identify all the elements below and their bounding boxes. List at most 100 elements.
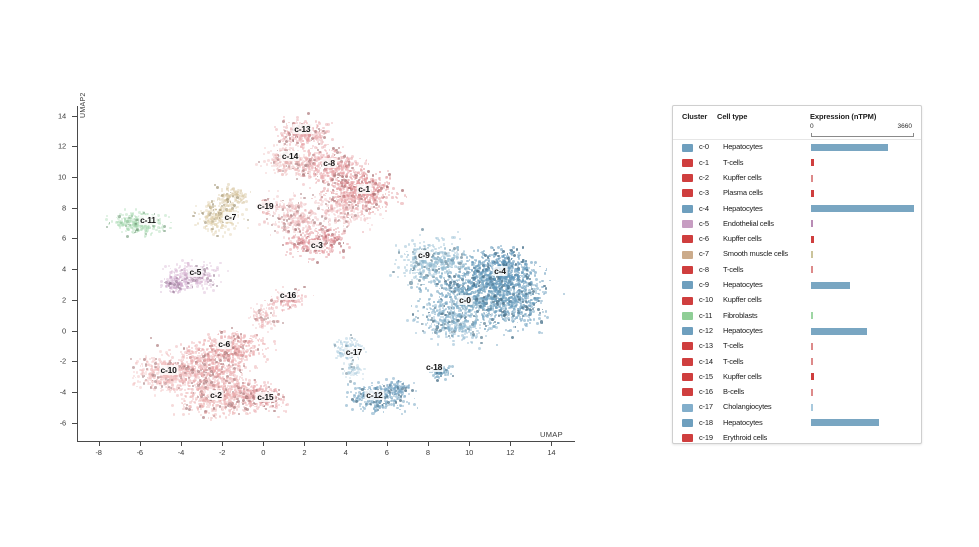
- scatter-point: [491, 290, 494, 293]
- scatter-point: [480, 341, 483, 345]
- scatter-point: [450, 364, 455, 368]
- scatter-point: [419, 289, 422, 292]
- scatter-point: [411, 313, 415, 316]
- scatter-point: [273, 339, 277, 343]
- scatter-point: [403, 395, 406, 398]
- scatter-point: [428, 299, 430, 302]
- scatter-point: [417, 309, 420, 313]
- scatter-point: [426, 307, 428, 310]
- scatter-point: [484, 290, 486, 292]
- scatter-point: [436, 282, 439, 286]
- scatter-point: [439, 275, 443, 279]
- scatter-point: [488, 296, 492, 299]
- scatter-point: [416, 316, 420, 319]
- scatter-point: [468, 279, 471, 282]
- scatter-point: [278, 389, 281, 392]
- scatter-point: [487, 329, 490, 332]
- scatter-point: [441, 303, 444, 306]
- scatter-point: [232, 394, 236, 397]
- scatter-point: [538, 292, 541, 295]
- scatter-point: [401, 413, 404, 416]
- scatter-point: [256, 348, 260, 351]
- scatter-point: [436, 378, 440, 382]
- scatter-point: [497, 283, 501, 287]
- scatter-point: [392, 392, 395, 395]
- scatter-point: [407, 243, 411, 246]
- scatter-point: [489, 274, 492, 278]
- scatter-point: [223, 389, 226, 392]
- scatter-point: [499, 248, 503, 252]
- scatter-point: [479, 297, 482, 299]
- scatter-point: [214, 378, 216, 381]
- scatter-point: [467, 285, 469, 288]
- scatter-point: [517, 278, 519, 280]
- scatter-point: [253, 353, 256, 356]
- scatter-point: [529, 321, 531, 324]
- scatter-point: [467, 304, 470, 308]
- scatter-point: [440, 284, 443, 287]
- scatter-point: [431, 311, 434, 314]
- scatter-point: [235, 377, 239, 381]
- scatter-point: [482, 316, 485, 318]
- scatter-point: [203, 359, 207, 363]
- scatter-point: [384, 389, 387, 392]
- scatter-point: [527, 266, 531, 270]
- scatter-point: [187, 412, 190, 415]
- scatter-point: [169, 352, 172, 355]
- scatter-point: [435, 276, 439, 280]
- scatter-point: [349, 380, 352, 383]
- scatter-point: [223, 359, 226, 362]
- scatter-point: [444, 293, 448, 297]
- scatter-plot-area: [78, 108, 572, 438]
- scatter-point: [448, 289, 451, 292]
- scatter-point: [465, 270, 469, 274]
- scatter-point: [451, 316, 454, 319]
- scatter-point: [197, 388, 200, 391]
- scatter-point: [485, 280, 489, 284]
- scatter-point: [506, 316, 510, 320]
- scatter-point: [491, 279, 495, 283]
- scatter-point: [502, 279, 505, 283]
- scatter-point: [428, 297, 431, 301]
- scatter-point: [171, 403, 175, 407]
- scatter-point: [468, 315, 472, 319]
- scatter-point: [424, 323, 428, 327]
- scatter-point: [196, 373, 198, 375]
- scatter-point: [437, 301, 439, 303]
- scatter-point: [481, 276, 483, 279]
- scatter-point: [474, 315, 476, 318]
- scatter-point: [520, 286, 522, 288]
- scatter-point: [543, 271, 547, 275]
- scatter-point: [496, 303, 499, 306]
- scatter-point: [439, 301, 443, 305]
- scatter-point: [209, 370, 213, 374]
- scatter-point: [485, 330, 488, 333]
- scatter-point: [481, 284, 485, 287]
- scatter-point: [201, 416, 205, 420]
- scatter-point: [475, 265, 479, 269]
- scatter-point: [484, 270, 488, 273]
- scatter-point: [538, 313, 541, 317]
- scatter-point: [190, 359, 194, 362]
- scatter-point: [433, 310, 437, 313]
- scatter-point: [355, 344, 357, 346]
- scatter-point: [201, 374, 204, 378]
- scatter-point: [427, 273, 430, 276]
- scatter-point: [488, 317, 492, 321]
- scatter-point: [501, 288, 504, 292]
- scatter-point: [445, 331, 448, 334]
- scatter-point: [494, 297, 497, 300]
- scatter-point: [509, 252, 512, 255]
- scatter-point: [480, 270, 483, 273]
- scatter-point: [504, 316, 507, 320]
- scatter-point: [510, 304, 514, 308]
- scatter-point: [389, 393, 392, 396]
- scatter-point: [441, 271, 444, 274]
- scatter-point: [429, 280, 433, 284]
- scatter-point: [244, 341, 247, 344]
- scatter-point: [451, 278, 454, 281]
- scatter-point: [487, 261, 489, 264]
- scatter-point: [232, 408, 236, 412]
- scatter-point: [470, 340, 473, 344]
- scatter-point: [439, 298, 442, 301]
